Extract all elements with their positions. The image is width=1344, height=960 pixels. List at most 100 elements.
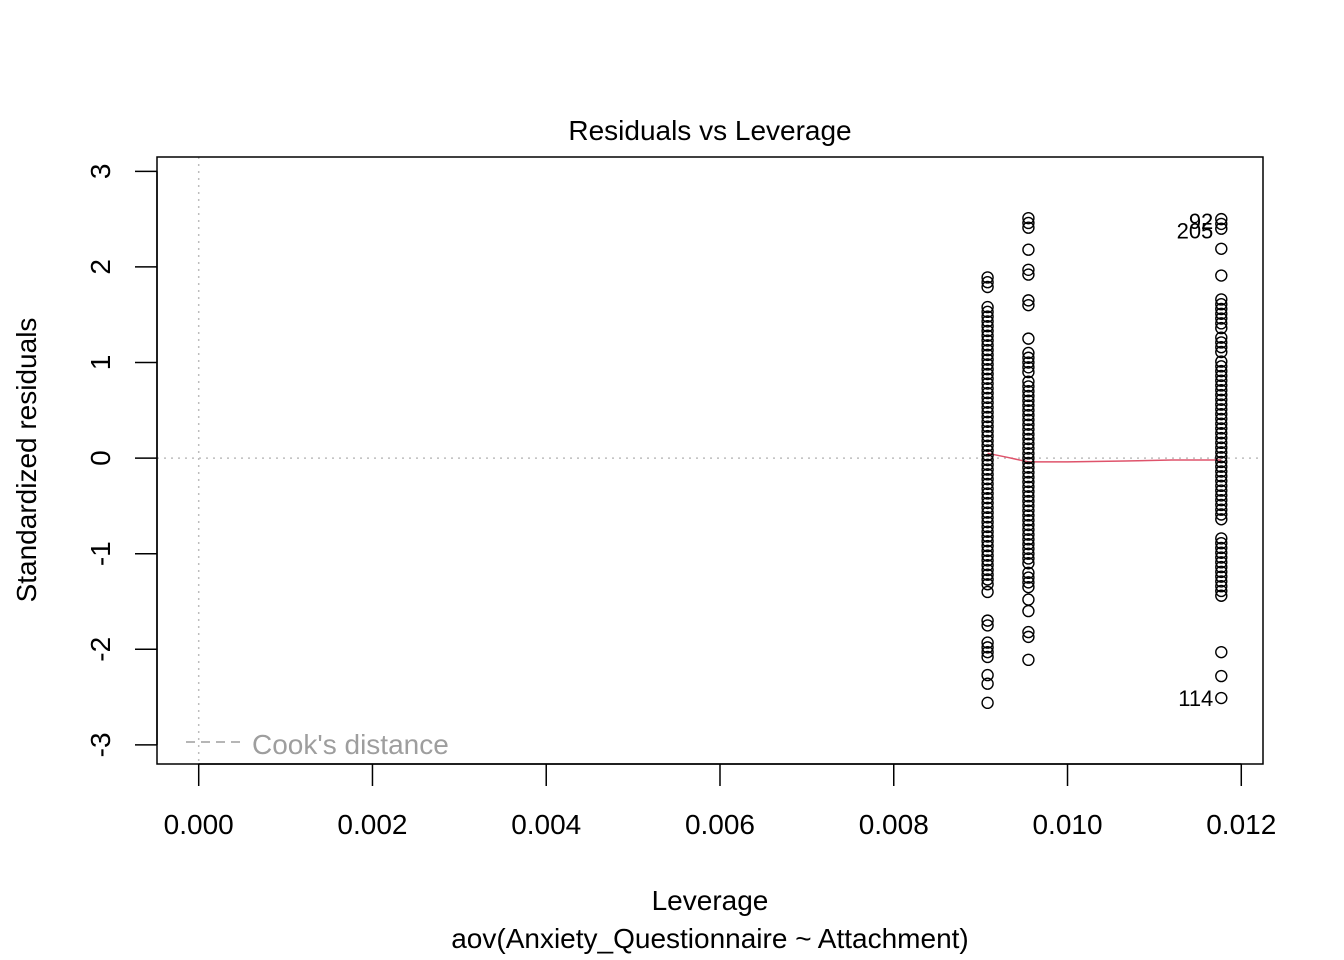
data-point (981, 549, 994, 562)
data-point (981, 300, 994, 314)
data-point (1215, 422, 1228, 435)
data-point (1022, 475, 1035, 489)
y-tick-label: -2 (85, 637, 116, 662)
data-point (1022, 528, 1035, 541)
x-tick-label: 0.012 (1206, 809, 1276, 840)
data-point (981, 619, 994, 632)
data-point (981, 535, 994, 548)
data-point (981, 377, 994, 390)
data-point (1022, 399, 1035, 412)
data-point (981, 429, 994, 443)
data-point (981, 554, 994, 567)
data-point (981, 636, 994, 649)
data-point (1215, 465, 1228, 478)
data-point (981, 324, 994, 338)
data-point (1215, 446, 1228, 459)
smooth-line (987, 452, 1222, 463)
data-point (1215, 403, 1228, 416)
data-point (1215, 503, 1228, 516)
data-point (1215, 541, 1228, 555)
data-point (981, 396, 994, 409)
data-point (1215, 212, 1228, 226)
data-point (981, 650, 994, 664)
data-point (981, 530, 994, 543)
data-point (1215, 393, 1228, 406)
data-point (981, 492, 994, 505)
data-point (1215, 388, 1228, 402)
data-point (1022, 451, 1035, 465)
data-point (1215, 570, 1228, 583)
y-tick-label: 1 (85, 355, 116, 371)
data-point (981, 401, 994, 414)
data-point (981, 334, 994, 347)
data-point (981, 439, 994, 452)
data-point (1215, 508, 1228, 521)
y-tick-label: -3 (85, 732, 116, 757)
data-point (1022, 442, 1035, 455)
data-point (1215, 317, 1228, 330)
x-tick-label: 0.000 (164, 809, 234, 840)
data-point (1215, 556, 1228, 569)
data-point (1022, 480, 1035, 493)
data-point (981, 343, 994, 357)
data-point (1022, 375, 1035, 388)
data-point (1215, 589, 1228, 602)
data-point (1215, 307, 1228, 320)
data-point (1215, 427, 1228, 440)
data-points (981, 211, 1228, 710)
data-point (981, 578, 994, 591)
data-point (981, 348, 994, 362)
data-point (981, 276, 994, 289)
data-point (1215, 498, 1228, 512)
y-tick-label: 0 (85, 450, 116, 466)
data-point (981, 358, 994, 371)
data-point (1022, 447, 1035, 460)
data-point (1022, 471, 1035, 484)
data-point (1022, 566, 1035, 580)
data-point (981, 310, 994, 323)
data-point (1215, 242, 1228, 255)
data-point (1022, 533, 1035, 546)
data-point (1215, 360, 1228, 373)
data-point (1022, 576, 1035, 589)
data-point (1022, 653, 1035, 667)
data-point (1215, 470, 1228, 483)
data-point (1022, 408, 1035, 422)
x-tick-label: 0.008 (859, 809, 929, 840)
legend-label: Cook's distance (252, 729, 449, 760)
data-point (1022, 361, 1035, 374)
data-point (981, 487, 994, 500)
point-label: 205 (1177, 219, 1214, 244)
data-point (1215, 584, 1228, 598)
data-point (981, 645, 994, 659)
data-point (1215, 398, 1228, 411)
data-point (1215, 565, 1228, 579)
data-point (981, 511, 994, 524)
data-point (1215, 417, 1228, 430)
data-point (1215, 513, 1228, 526)
data-point (1022, 380, 1035, 393)
data-point (1215, 384, 1228, 397)
data-point (1022, 432, 1035, 446)
data-point (1022, 625, 1035, 639)
data-point (1215, 321, 1228, 335)
data-point (1022, 593, 1035, 606)
data-point (1022, 630, 1035, 644)
data-point (1215, 312, 1228, 325)
data-point (1215, 560, 1228, 574)
data-point (981, 406, 994, 419)
data-point (981, 668, 994, 682)
data-point (981, 525, 994, 538)
y-axis: -3 -2 -1 0 1 2 3 (85, 164, 158, 757)
data-point (1022, 461, 1035, 474)
data-point (1215, 455, 1228, 469)
data-point (1215, 302, 1228, 316)
data-point (1215, 691, 1228, 705)
data-point (1022, 423, 1035, 436)
data-point (1022, 518, 1035, 532)
data-point (1215, 489, 1228, 502)
data-point (981, 391, 994, 405)
data-point (1022, 494, 1035, 508)
data-point (981, 367, 994, 381)
